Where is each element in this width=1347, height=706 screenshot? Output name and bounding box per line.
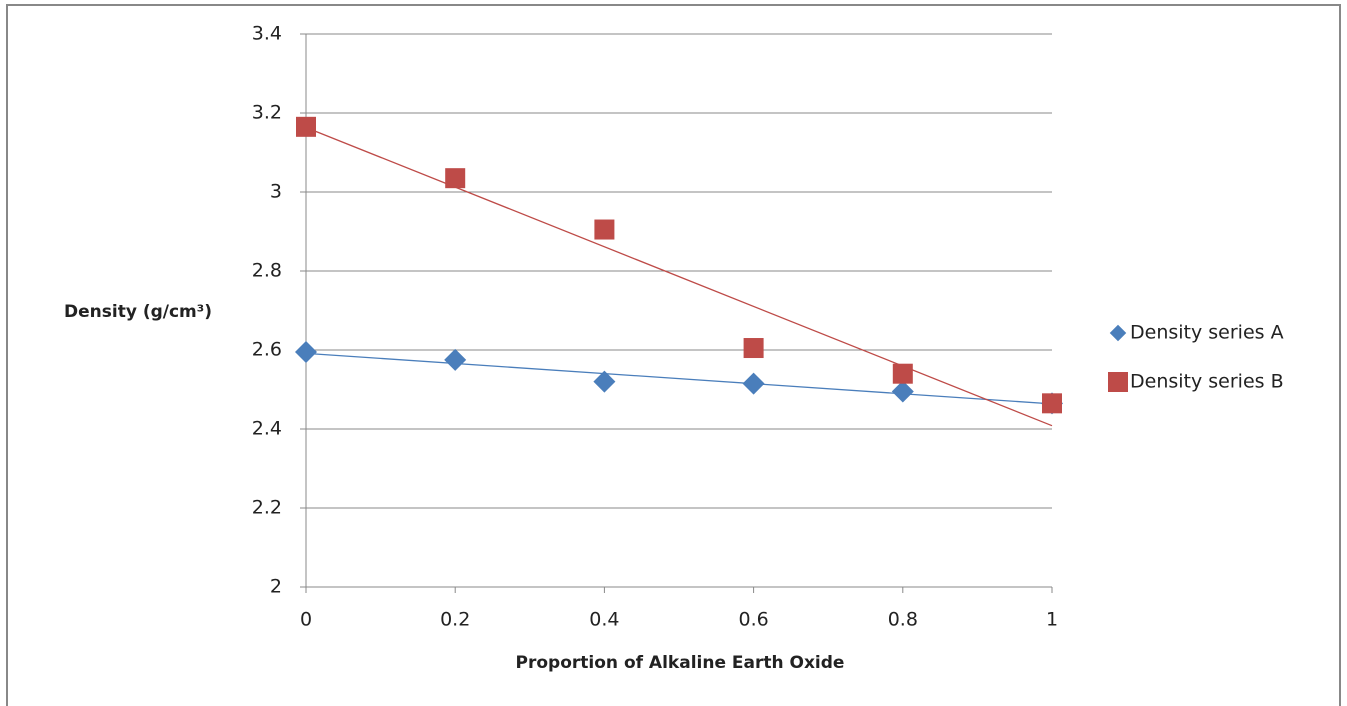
point bbox=[891, 380, 914, 403]
point bbox=[295, 340, 317, 363]
y-tick-label: 3.2 bbox=[252, 102, 282, 124]
y-tick-label: 3.4 bbox=[252, 23, 282, 45]
point bbox=[742, 372, 765, 395]
trendline bbox=[305, 126, 1053, 427]
legend-marker bbox=[1109, 324, 1127, 342]
y-tick-label: 3 bbox=[270, 181, 282, 203]
legend-label: Density series B bbox=[1130, 371, 1284, 393]
point bbox=[743, 338, 764, 359]
y-tick-label: 2.6 bbox=[252, 339, 282, 361]
point bbox=[445, 168, 466, 189]
x-axis-title: Proportion of Alkaline Earth Oxide bbox=[516, 653, 845, 673]
y-tick-label: 2.4 bbox=[252, 418, 282, 440]
chart-frame bbox=[6, 4, 1341, 706]
legend-label: Density series A bbox=[1130, 322, 1284, 344]
point bbox=[444, 348, 467, 371]
x-tick-label: 0 bbox=[300, 609, 312, 631]
point bbox=[593, 370, 616, 393]
legend-marker bbox=[1108, 372, 1128, 392]
point bbox=[594, 219, 615, 240]
x-tick-label: 1 bbox=[1046, 609, 1058, 631]
y-tick-label: 2 bbox=[270, 576, 282, 598]
y-tick-label: 2.2 bbox=[252, 497, 282, 519]
x-tick-label: 0.2 bbox=[440, 609, 470, 631]
x-tick-label: 0.4 bbox=[589, 609, 619, 631]
y-axis-title: Density (g/cm³) bbox=[64, 302, 212, 322]
x-tick-label: 0.8 bbox=[888, 609, 918, 631]
point bbox=[892, 363, 913, 384]
y-tick-label: 2.8 bbox=[252, 260, 282, 282]
x-tick-label: 0.6 bbox=[738, 609, 768, 631]
point bbox=[296, 116, 316, 137]
point bbox=[1042, 393, 1062, 414]
trendline bbox=[305, 352, 1053, 405]
